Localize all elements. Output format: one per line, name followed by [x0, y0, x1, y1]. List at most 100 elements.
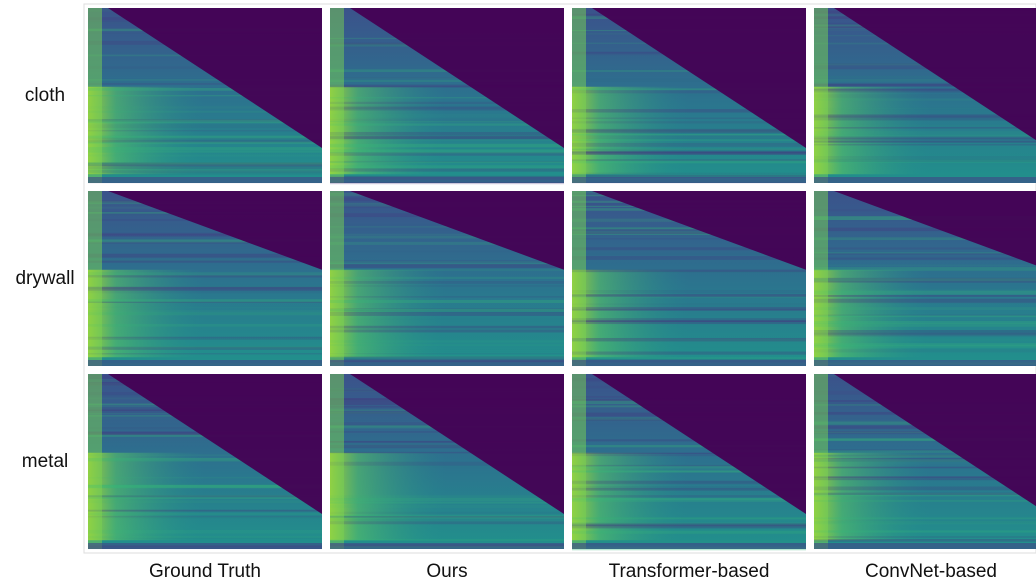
spec-stripe [88, 166, 322, 170]
spec-stripe [88, 95, 322, 97]
spec-stripe [572, 469, 806, 473]
spec-dark [592, 191, 806, 270]
spec-stripe [88, 119, 322, 124]
spectrogram [330, 374, 564, 549]
spec-stripe [814, 127, 1036, 129]
spec-left-band [330, 191, 344, 366]
spec-stripe [572, 227, 806, 230]
spec-stripe [572, 160, 806, 162]
spec-stripe [330, 107, 564, 111]
spec-stripe [572, 497, 806, 501]
spec-stripe [814, 314, 1036, 316]
spec-stripe [88, 140, 322, 143]
spec-left-band [88, 374, 102, 549]
spec-stripe [814, 94, 1036, 98]
spec-stripe [88, 154, 322, 157]
spec-stripe [88, 517, 322, 519]
spec-stripe [814, 141, 1036, 143]
spec-stripe [814, 492, 1036, 495]
spec-stripe [88, 169, 322, 173]
spec-stripe [572, 517, 806, 521]
spec-stripe [572, 271, 806, 273]
spec-stripe [330, 461, 564, 466]
spec-stripe [330, 350, 564, 352]
spec-stripe [330, 113, 564, 118]
spec-stripe [814, 107, 1036, 110]
spec-stripe [814, 131, 1036, 135]
spec-stripe [88, 275, 322, 278]
spec-stripe [572, 318, 806, 321]
spec-stripe [814, 302, 1036, 304]
spec-stripe [88, 336, 322, 338]
spec-stripe [88, 346, 322, 349]
spec-stripe [572, 444, 806, 448]
spec-stripe [330, 80, 564, 82]
spec-stripe [88, 505, 322, 508]
spec-stripe [814, 454, 1036, 457]
spec-stripe [88, 78, 322, 81]
spec-stripe [330, 511, 564, 514]
spec-stripe [814, 76, 1036, 79]
spec-stripe [814, 493, 1036, 497]
spec-stripe [330, 440, 564, 443]
spec-stripe [814, 454, 1036, 458]
spec-stripe [88, 119, 322, 122]
spec-stripe [572, 175, 806, 177]
spec-stripe [572, 89, 806, 94]
spec-stripe [88, 457, 322, 461]
spec-left-band [88, 8, 102, 183]
spec-stripe [814, 315, 1036, 318]
spec-stripe [814, 136, 1036, 140]
spec-stripe [330, 498, 564, 502]
spec-stripe [814, 342, 1036, 346]
spec-stripe [814, 175, 1036, 176]
spec-stripe [572, 452, 806, 457]
spec-stripe [814, 323, 1036, 327]
spec-stripe [330, 515, 564, 518]
spec-stripe [88, 286, 322, 291]
spec-stripe [814, 88, 1036, 93]
spec-stripe [814, 277, 1036, 282]
spec-stripe [88, 150, 322, 153]
spec-stripe [330, 226, 564, 228]
spec-stripe [814, 458, 1036, 462]
spec-dark [834, 374, 1036, 507]
spec-stripe [572, 152, 806, 155]
spec-stripe [88, 110, 322, 113]
spectrogram [330, 191, 564, 366]
spec-stripe [814, 320, 1036, 324]
spec-stripe [330, 300, 564, 303]
spec-stripe [88, 253, 322, 258]
spec-dark [108, 374, 322, 514]
spec-bottom [330, 543, 564, 549]
spec-stripe [88, 312, 322, 315]
spec-stripe [814, 438, 1036, 442]
spec-stripe [330, 355, 564, 359]
spec-stripe [572, 481, 806, 484]
spec-stripe [330, 308, 564, 312]
spec-stripe [88, 495, 322, 498]
spec-stripe [814, 438, 1036, 441]
spec-stripe [330, 165, 564, 169]
spec-stripe [814, 346, 1036, 348]
spectrogram [572, 191, 806, 367]
spec-stripe [88, 162, 322, 167]
spec-dark [834, 191, 1036, 266]
spec-left-band [572, 374, 586, 549]
spec-stripe [88, 287, 322, 292]
spec-stripe [88, 141, 322, 145]
spec-stripe [814, 449, 1036, 451]
spec-stripe [330, 160, 564, 163]
spec-stripe [88, 239, 322, 243]
spec-stripe [330, 161, 564, 163]
row-label: drywall [15, 268, 74, 289]
spec-stripe [572, 269, 806, 273]
spec-stripe [572, 452, 806, 454]
spec-stripe [814, 333, 1036, 335]
spec-stripe [572, 295, 806, 299]
spec-stripe [814, 539, 1036, 542]
spec-stripe [572, 175, 806, 178]
spec-stripe [814, 278, 1036, 280]
spec-stripe [88, 337, 322, 340]
